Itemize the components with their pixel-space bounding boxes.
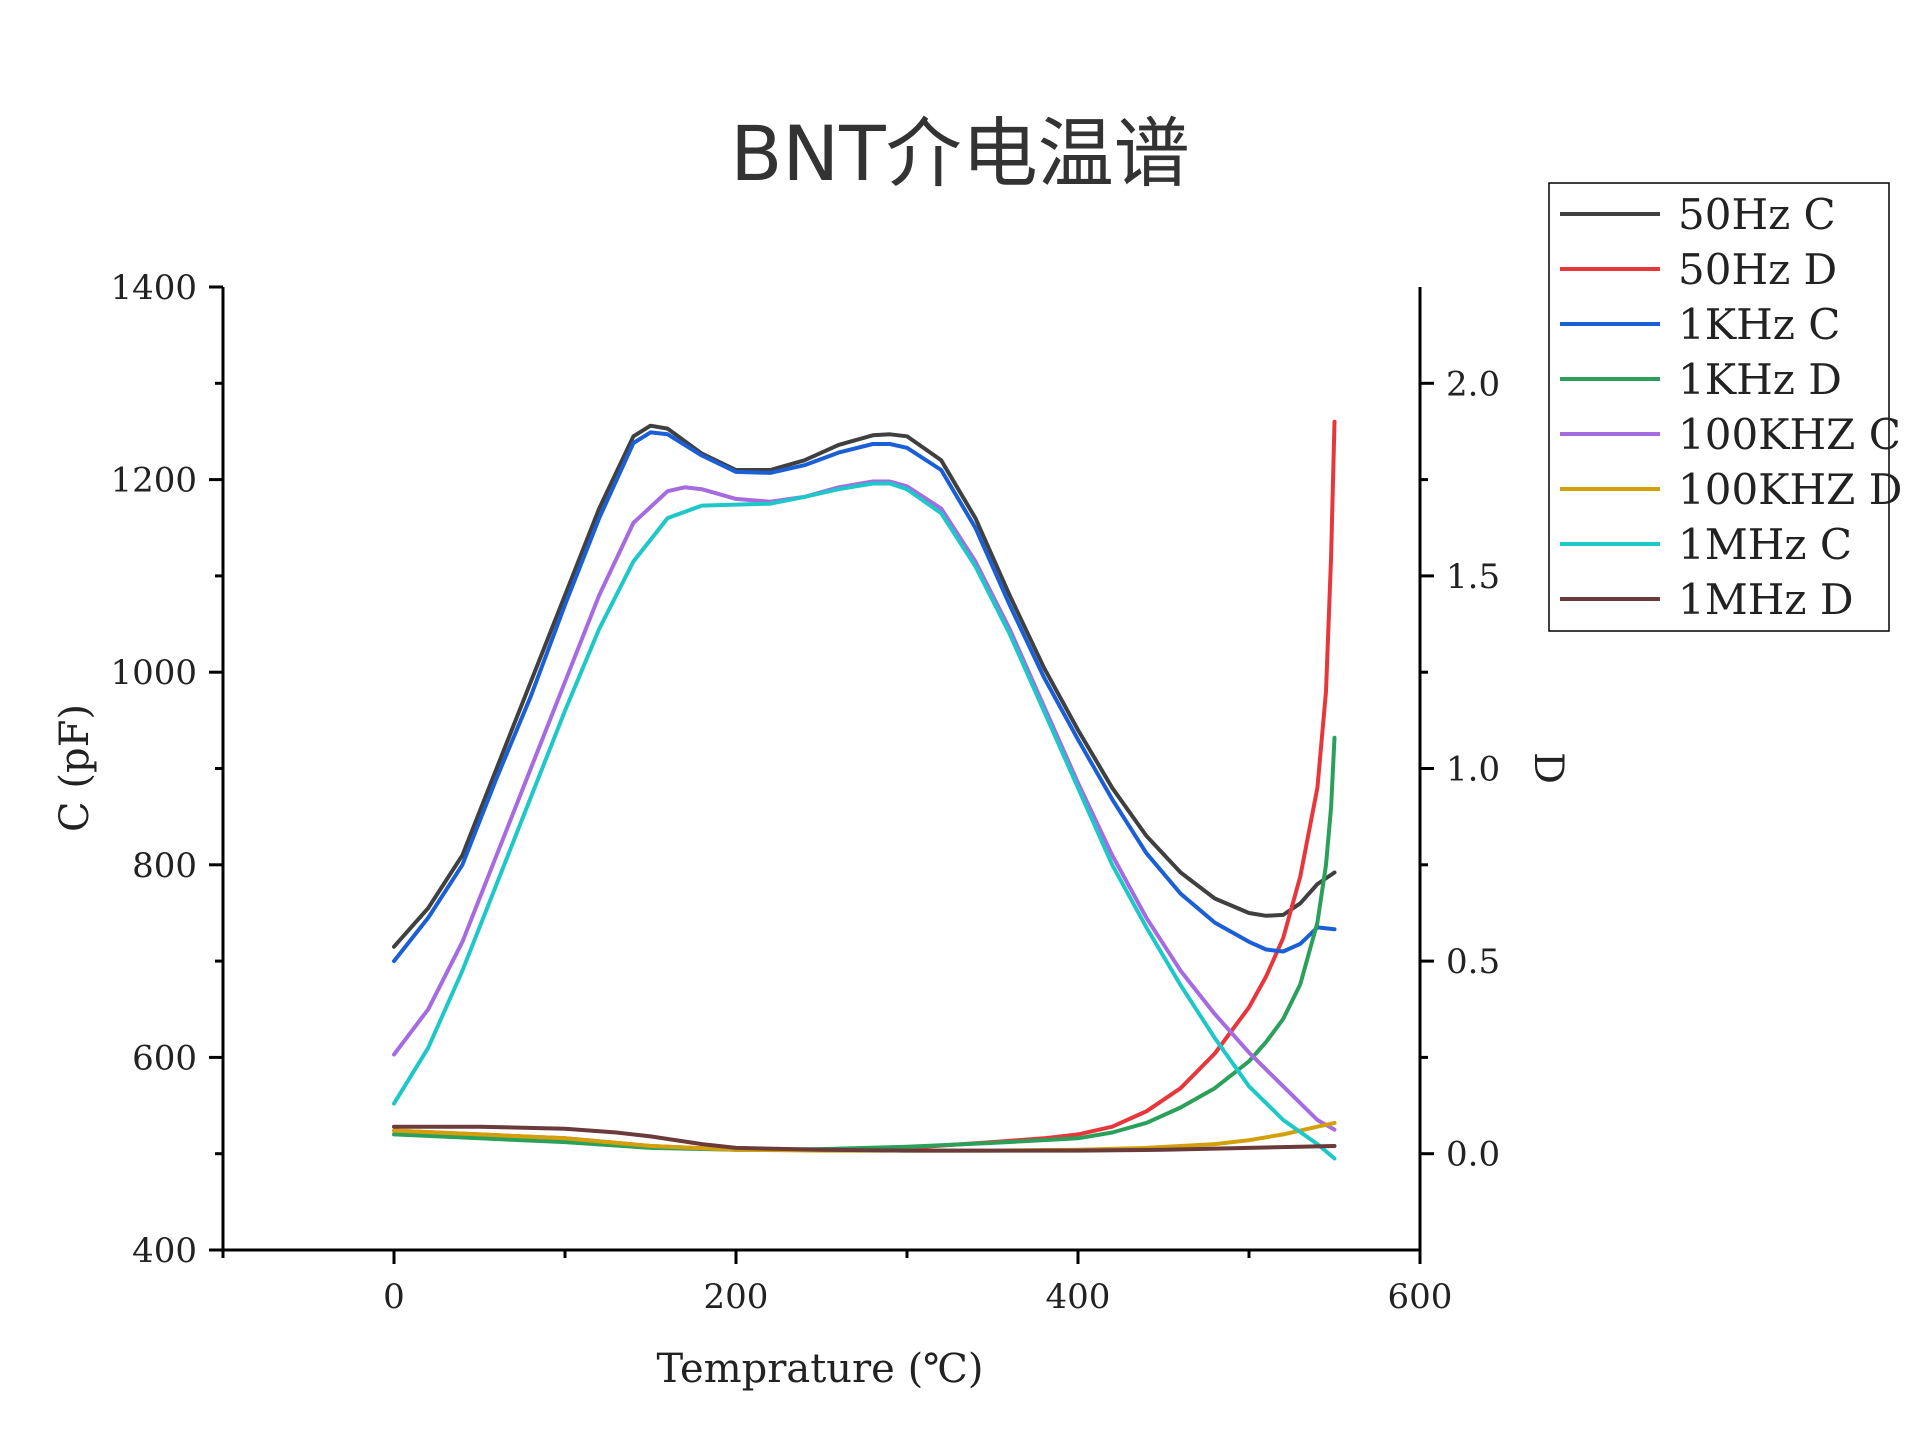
legend-label: 1KHz D <box>1678 355 1842 404</box>
legend-box <box>1548 182 1890 632</box>
y2-tick-label: 2.0 <box>1446 364 1500 404</box>
legend-label: 1MHz D <box>1678 575 1854 624</box>
legend-label: 1KHz C <box>1678 300 1840 349</box>
x-tick-label: 600 <box>1388 1277 1453 1317</box>
y2-tick-label: 1.0 <box>1446 750 1500 790</box>
x-tick-label: 200 <box>704 1277 769 1317</box>
chart-title: BNT介电温谱 <box>730 109 1189 198</box>
series-line-1mhz-c <box>392 481 1337 1161</box>
y2-tick-label: 0.5 <box>1446 942 1500 982</box>
legend-label: 1MHz C <box>1678 520 1852 569</box>
legend: 50Hz C 50Hz D 1KHz C 1KHz D 100KHZ C 100KHZ D… <box>1548 182 1902 632</box>
series-line-1khz-d <box>392 735 1337 1152</box>
y-tick-label: 1000 <box>110 653 197 693</box>
y2-tick-label: 0.0 <box>1446 1135 1500 1175</box>
y2-tick-label: 1.5 <box>1446 557 1500 597</box>
y-tick-label: 1200 <box>110 461 197 501</box>
y2-axis-label: D <box>1525 752 1571 784</box>
series-line-50hz-c <box>392 423 1337 949</box>
series-line-1mhz-d <box>392 1124 1337 1153</box>
legend-label: 50Hz C <box>1678 190 1836 239</box>
legend-label: 50Hz D <box>1678 245 1837 294</box>
x-axis-label: Temprature (℃) <box>656 1346 983 1392</box>
series-line-1khz-c <box>392 430 1337 964</box>
y-tick-label: 800 <box>132 846 197 886</box>
legend-label: 100KHZ D <box>1678 465 1902 514</box>
y-axis-label: C (pF) <box>52 704 98 832</box>
axes <box>221 287 1422 1252</box>
series-line-100khz-c <box>392 479 1337 1132</box>
y-tick-label: 600 <box>132 1038 197 1078</box>
x-tick-label: 0 <box>383 1277 405 1317</box>
y-tick-label: 1400 <box>110 268 197 308</box>
legend-label: 100KHZ C <box>1678 410 1901 459</box>
ticks: 0 200 400 600 400 600 800 1000 1200 1400 0.0 0.5 1.0… <box>110 268 1500 1317</box>
y-tick-label: 400 <box>132 1231 197 1271</box>
x-tick-label: 400 <box>1046 1277 1111 1317</box>
series-group <box>392 419 1337 1161</box>
